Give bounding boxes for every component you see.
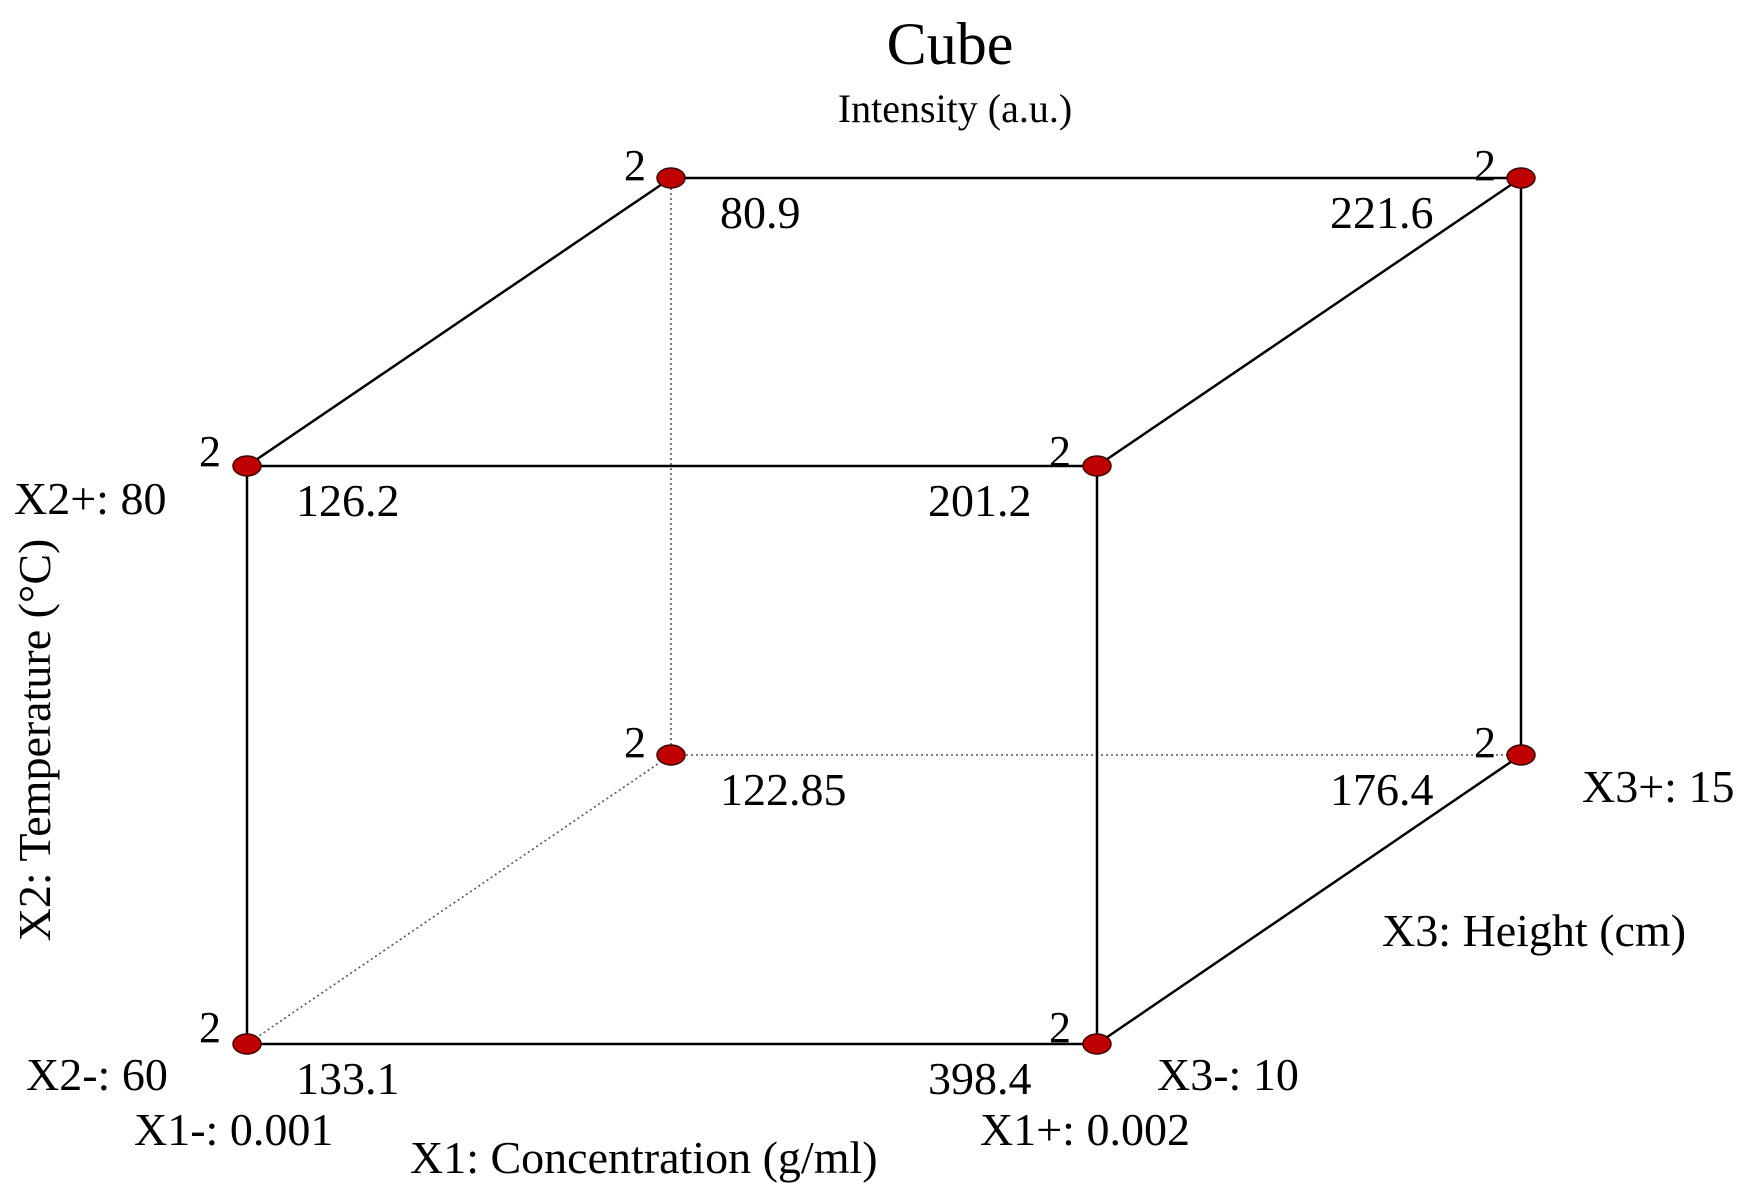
corner-values: 80.9 221.6 126.2 201.2 122.85 176.4 133.…: [296, 187, 1434, 1104]
replicate-count: 2: [1474, 141, 1496, 190]
corner-value-x1lo-x2hi-x3hi: 80.9: [720, 187, 801, 238]
corner-point-x1hi-x2lo-x3hi: [1506, 744, 1536, 766]
corner-point-x1lo-x2lo-x3hi: [656, 744, 686, 766]
edge-depth-bottom-right: [1096, 753, 1522, 1046]
x3-low-label: X3-: 10: [1157, 1049, 1299, 1100]
edge-depth-top-right: [1096, 176, 1522, 468]
plot-title: Cube: [887, 11, 1014, 77]
x2-axis-label: X2: Temperature (°C): [9, 539, 60, 942]
corner-value-x1lo-x2hi-x3lo: 126.2: [296, 475, 400, 526]
corner-point-x1hi-x2hi-x3lo: [1082, 455, 1112, 477]
corner-point-x1lo-x2hi-x3hi: [656, 167, 686, 189]
corner-value-x1lo-x2lo-x3lo: 133.1: [296, 1053, 400, 1104]
replicate-count: 2: [1049, 1003, 1071, 1052]
edge-back-depth-bottom: [246, 754, 672, 1045]
replicate-counts: 2 2 2 2 2 2 2 2: [199, 141, 1496, 1052]
x3-high-label: X3+: 15: [1582, 761, 1734, 812]
corner-point-x1lo-x2hi-x3lo: [232, 455, 262, 477]
corner-point-x1lo-x2lo-x3lo: [232, 1033, 262, 1055]
corner-value-x1hi-x2hi-x3hi: 221.6: [1330, 187, 1434, 238]
corner-value-x1lo-x2lo-x3hi: 122.85: [720, 764, 847, 815]
edge-depth-top-left: [246, 176, 672, 468]
corner-value-x1hi-x2lo-x3lo: 398.4: [928, 1053, 1032, 1104]
replicate-count: 2: [624, 718, 646, 767]
x1-axis-label: X1: Concentration (g/ml): [410, 1132, 878, 1183]
replicate-count: 2: [1474, 718, 1496, 767]
replicate-count: 2: [199, 427, 221, 476]
x1-high-label: X1+: 0.002: [980, 1104, 1190, 1155]
replicate-count: 2: [199, 1003, 221, 1052]
replicate-count: 2: [624, 141, 646, 190]
x1-low-label: X1-: 0.001: [134, 1104, 333, 1155]
corner-points: [232, 167, 1536, 1055]
x2-low-label: X2-: 60: [26, 1049, 168, 1100]
replicate-count: 2: [1049, 427, 1071, 476]
corner-point-x1hi-x2hi-x3hi: [1506, 167, 1536, 189]
x2-high-label: X2+: 80: [14, 473, 166, 524]
corner-value-x1hi-x2lo-x3hi: 176.4: [1330, 764, 1434, 815]
x3-axis-label: X3: Height (cm): [1382, 905, 1686, 956]
corner-point-x1hi-x2lo-x3lo: [1082, 1033, 1112, 1055]
plot-subtitle: Intensity (a.u.): [838, 86, 1072, 131]
corner-value-x1hi-x2hi-x3lo: 201.2: [928, 475, 1032, 526]
